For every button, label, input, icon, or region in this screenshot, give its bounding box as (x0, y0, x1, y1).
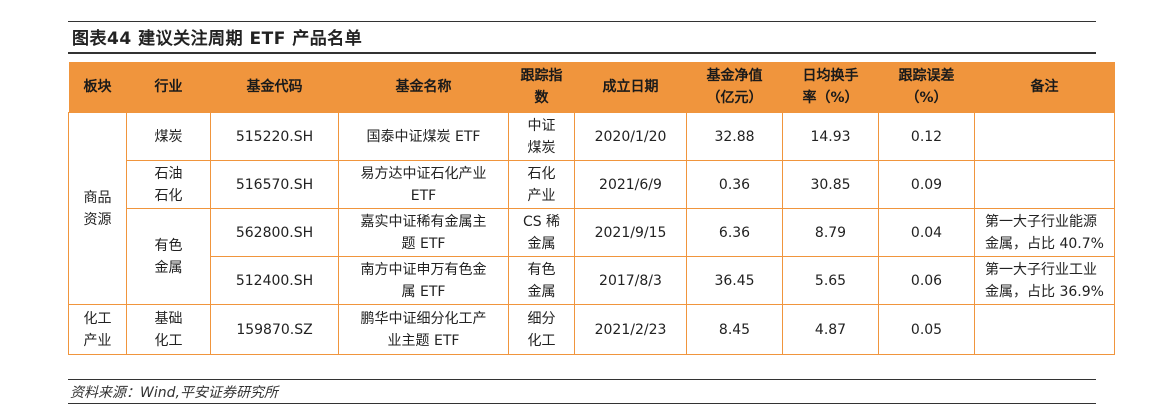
header-fund-name: 基金名称 (338, 62, 509, 113)
notes-cell: 第一大子行业工业 金属，占比 36.9% (974, 256, 1115, 305)
table-header-row: 板块 行业 基金代码 基金名称 跟踪指数 成立日期 基金净值 （亿元） 日均换手率… (68, 62, 1115, 113)
inception-date-cell: 2017/8/3 (574, 256, 687, 305)
table-row: 商品 资源 煤炭 515220.SH 国泰中证煤炭 ETF 中证 煤炭 2020/1… (68, 112, 1115, 305)
tracking-index-cell: CS 稀金属 (508, 208, 575, 257)
fund-name-cell: 易方达中证石化产业 ETF (338, 160, 509, 209)
tracking-index-cell: 细分 化工 (508, 304, 575, 355)
notes-cell (974, 160, 1115, 209)
source-note: 资料来源：Wind,平安证券研究所 (70, 385, 278, 401)
tracking-error-cell: 0.05 (878, 304, 975, 355)
header-tracking-error: 跟踪误差 （%） (878, 62, 975, 113)
fund-name-cell: 鹏华中证细分化工产 业主题 ETF (338, 304, 509, 355)
nav-cell: 32.88 (686, 112, 783, 161)
inception-date-cell: 2021/9/15 (574, 208, 687, 257)
notes-cell (974, 304, 1115, 355)
industry-cell: 石油 石化 (126, 160, 211, 209)
header-sector: 板块 (68, 62, 127, 113)
nav-cell: 8.45 (686, 304, 783, 355)
fund-code-cell: 159870.SZ (210, 304, 339, 355)
header-inception-date: 成立日期 (574, 62, 687, 113)
industry-cell: 有色 金属 (126, 208, 211, 305)
fund-code-cell: 512400.SH (210, 256, 339, 305)
tracking-index-cell: 有色 金属 (508, 256, 575, 305)
sector-cell: 化工 产业 (68, 304, 127, 355)
tracking-error-cell: 0.12 (878, 112, 975, 161)
header-fund-code: 基金代码 (210, 62, 339, 113)
tracking-error-cell: 0.04 (878, 208, 975, 257)
header-notes: 备注 (974, 62, 1115, 113)
turnover-cell: 8.79 (782, 208, 879, 257)
etf-table: 板块 行业 基金代码 基金名称 跟踪指数 成立日期 基金净值 （亿元） 日均换手率… (68, 62, 1115, 355)
tracking-index-cell: 中证 煤炭 (508, 112, 575, 161)
turnover-cell: 4.87 (782, 304, 879, 355)
title-bottom-rule (68, 52, 1096, 54)
fund-name-cell: 南方中证申万有色金属 ETF (338, 256, 509, 305)
sector-cell: 商品 资源 (68, 112, 127, 305)
table-row: 512400.SH 南方中证申万有色金属 ETF 有色 金属 2017/8/3 3… (69, 256, 1115, 305)
tracking-error-cell: 0.09 (878, 160, 975, 209)
tracking-error-cell: 0.06 (878, 256, 975, 305)
header-turnover: 日均换手 率（%） (782, 62, 879, 113)
inception-date-cell: 2021/2/23 (574, 304, 687, 355)
notes-cell: 第一大子行业能源 金属，占比 40.7% (974, 208, 1115, 257)
fund-code-cell: 562800.SH (210, 208, 339, 257)
notes-cell (974, 112, 1115, 161)
source-top-rule (68, 379, 1096, 380)
fund-code-cell: 516570.SH (210, 160, 339, 209)
tracking-index-cell: 石化 产业 (508, 160, 575, 209)
source-bottom-rule (68, 403, 1096, 404)
inception-date-cell: 2021/6/9 (574, 160, 687, 209)
table-row: 有色 金属 562800.SH 嘉实中证稀有金属主题 ETF CS 稀金属 202… (69, 208, 1115, 305)
table-row: 石油 石化 516570.SH 易方达中证石化产业 ETF 石化 产业 2021/6/… (69, 160, 1115, 209)
turnover-cell: 5.65 (782, 256, 879, 305)
fund-name-cell: 国泰中证煤炭 ETF (338, 112, 509, 161)
header-nav: 基金净值 （亿元） (686, 62, 783, 113)
header-tracking-index: 跟踪指数 (508, 62, 575, 113)
nav-cell: 0.36 (686, 160, 783, 209)
turnover-cell: 14.93 (782, 112, 879, 161)
title-top-rule (68, 21, 1096, 22)
table-row: 化工 产业 基础 化工 159870.SZ 鹏华中证细分化工产 业主题 ETF 细分化… (68, 304, 1115, 355)
fund-name-cell: 嘉实中证稀有金属主题 ETF (338, 208, 509, 257)
inception-date-cell: 2020/1/20 (574, 112, 687, 161)
figure-title: 图表44 建议关注周期 ETF 产品名单 (72, 29, 363, 49)
industry-cell: 基础 化工 (126, 304, 211, 355)
turnover-cell: 30.85 (782, 160, 879, 209)
nav-cell: 6.36 (686, 208, 783, 257)
industry-cell: 煤炭 (126, 112, 211, 161)
header-industry: 行业 (126, 62, 211, 113)
nav-cell: 36.45 (686, 256, 783, 305)
fund-code-cell: 515220.SH (210, 112, 339, 161)
